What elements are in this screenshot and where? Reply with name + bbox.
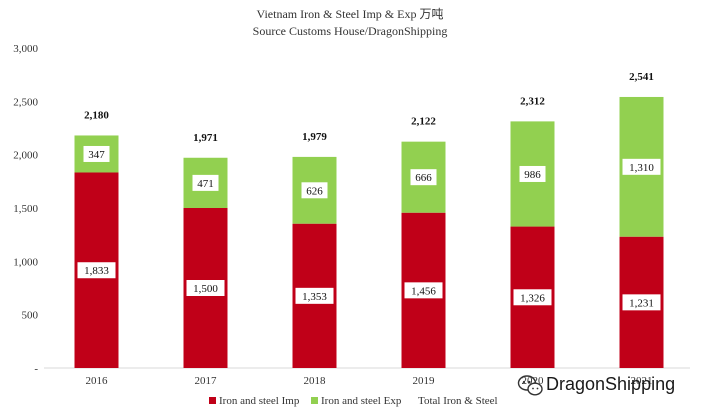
- y-tick-label: 2,000: [13, 150, 38, 162]
- data-label-import: 1,353: [302, 291, 327, 303]
- data-label-box: [83, 145, 110, 162]
- bars: 1,833 347 2,180 1,500 471 1,971 1,353 626 1,979 1…: [74, 71, 664, 368]
- data-label-box: [519, 165, 546, 182]
- y-tick-label: 2,500: [13, 96, 38, 108]
- y-tick-label: 500: [22, 310, 39, 322]
- data-label-box: [301, 182, 328, 199]
- data-label-box: [186, 280, 225, 296]
- x-tick-label: 2016: [86, 375, 109, 387]
- data-label-total: 2,180: [84, 109, 109, 121]
- data-label-total: 1,971: [193, 132, 218, 144]
- y-tick-label: 1,500: [13, 203, 38, 215]
- legend: Iron and steel Imp Iron and steel Exp To…: [209, 395, 498, 407]
- data-label-import: 1,500: [193, 283, 218, 295]
- data-label-box: [513, 289, 552, 306]
- data-label-export: 347: [88, 149, 105, 161]
- data-label-box: [622, 294, 661, 311]
- legend-swatch-imp: [209, 397, 216, 404]
- data-label-export: 1,310: [629, 162, 654, 174]
- watermark: DragonShipping: [517, 374, 675, 396]
- x-axis: 2016 2017 2018 2019 2020 2021: [86, 375, 653, 387]
- data-label-export: 666: [415, 172, 432, 184]
- data-label-import: 1,833: [84, 265, 109, 277]
- y-axis: - 500 1,000 1,500 2,000 2,500 3,000: [13, 43, 38, 375]
- legend-swatch-exp: [311, 397, 318, 404]
- data-label-import: 1,326: [520, 292, 545, 304]
- data-label-total: 1,979: [302, 131, 327, 143]
- data-label-total: 2,541: [629, 71, 654, 83]
- chart-subtitle: Source Customs House/DragonShipping: [253, 24, 448, 38]
- data-label-box: [410, 169, 437, 186]
- data-label-export: 986: [524, 169, 541, 181]
- data-label-total: 2,122: [411, 116, 436, 128]
- data-label-box: [77, 262, 116, 279]
- x-tick-label: 2019: [413, 375, 436, 387]
- y-tick-label: -: [34, 363, 38, 375]
- data-label-import: 1,231: [629, 297, 654, 309]
- x-tick-label: 2018: [304, 375, 327, 387]
- y-tick-label: 3,000: [13, 43, 38, 55]
- data-label-total: 2,312: [520, 95, 545, 107]
- x-tick-label: 2017: [195, 375, 218, 387]
- chart-title: Vietnam Iron & Steel Imp & Exp 万吨: [257, 7, 444, 21]
- data-label-export: 626: [306, 185, 323, 197]
- y-tick-label: 1,000: [13, 256, 38, 268]
- watermark-text: DragonShipping: [546, 374, 675, 394]
- data-label-import: 1,456: [411, 285, 436, 297]
- wechat-icon: [517, 375, 543, 396]
- data-label-box: [192, 174, 219, 191]
- legend-label-total: Total Iron & Steel: [418, 395, 498, 407]
- legend-label-exp: Iron and steel Exp: [321, 395, 402, 407]
- x-tick-label: 2021: [631, 375, 653, 387]
- legend-label-imp: Iron and steel Imp: [219, 395, 300, 407]
- data-label-box: [622, 158, 661, 175]
- data-label-box: [404, 282, 443, 299]
- data-label-export: 471: [197, 178, 214, 190]
- data-label-box: [295, 287, 334, 304]
